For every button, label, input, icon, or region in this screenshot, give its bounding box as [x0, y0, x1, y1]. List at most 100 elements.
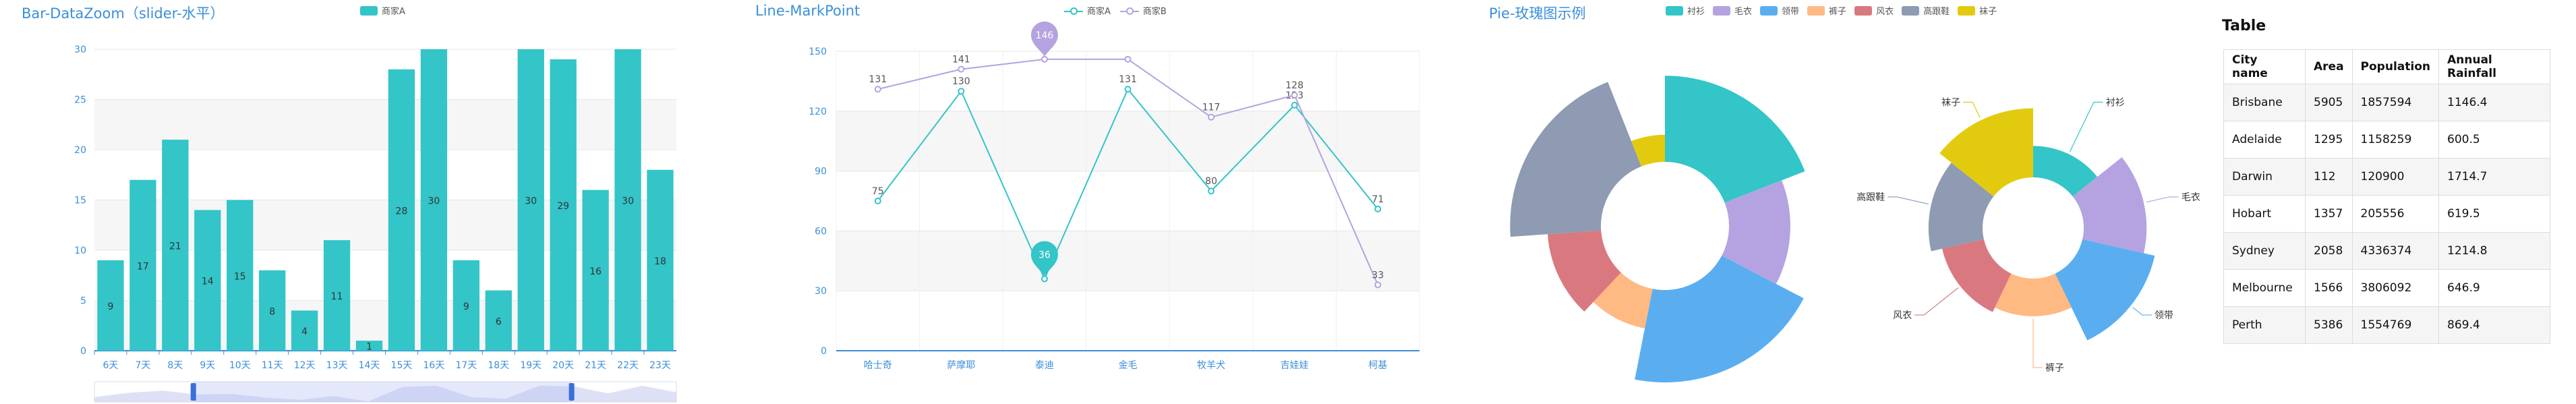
x-tick-label: 19天: [520, 360, 541, 371]
cell-population: 3806092: [2351, 269, 2440, 307]
legend-item-shirt[interactable]: 衬衫: [1666, 4, 1705, 17]
legend-label: 毛衣: [1734, 7, 1753, 17]
slice-label-line: [1963, 101, 1981, 118]
bar-chart-title: Bar-DataZoom（slider-水平）: [22, 5, 225, 22]
legend-label: 高跟鞋: [1923, 7, 1950, 17]
bar-chart-legend[interactable]: 商家A: [360, 4, 405, 17]
x-tick-label: 哈士奇: [864, 359, 892, 371]
bar: [420, 49, 448, 351]
markpoint-pin: [1030, 21, 1058, 57]
legend-label: 裤子: [1829, 7, 1847, 17]
cell-city: Brisbane: [2223, 84, 2306, 121]
pie-chart-legend[interactable]: 衬衫 毛衣 领带 裤子 风衣 高跟鞋 袜子: [1666, 4, 1997, 17]
header-population: Population: [2351, 49, 2440, 84]
slice-label-line: [1914, 287, 1959, 316]
cell-rainfall: 1146.4: [2438, 84, 2550, 121]
rose-slice: [1942, 239, 2012, 312]
legend-swatch: [1760, 5, 1778, 16]
table-row: Adelaide 1295 1158259 600.5: [2223, 121, 2550, 158]
cell-rainfall: 619.5: [2438, 195, 2550, 233]
rose-slice: [1722, 180, 1790, 284]
bar-data-label: 4: [301, 326, 308, 337]
legend-item-pants[interactable]: 裤子: [1807, 4, 1846, 17]
x-tick-label: 16天: [423, 360, 445, 371]
bar: [162, 140, 189, 351]
legend-label: 衬衫: [1687, 7, 1705, 17]
slice-label: 衬衫: [2106, 97, 2125, 108]
table-row: Melbourne 1566 3806092 646.9: [2223, 269, 2550, 307]
x-tick-label: 牧羊犬: [1197, 360, 1225, 371]
legend-item-shop-b[interactable]: 商家B: [1119, 4, 1167, 17]
cell-population: 1857594: [2351, 84, 2440, 121]
legend-item-sweater[interactable]: 毛衣: [1713, 4, 1752, 17]
data-point: [1291, 101, 1298, 109]
y-tick-label: 30: [815, 286, 827, 297]
x-tick-label: 泰迪: [1035, 360, 1054, 371]
legend-label: 袜子: [1979, 7, 1997, 17]
legend-item-heels[interactable]: 高跟鞋: [1902, 4, 1950, 17]
cell-city: Darwin: [2223, 158, 2306, 196]
data-label: 128: [1285, 80, 1304, 91]
cell-population: 1554769: [2351, 306, 2440, 344]
bar-data-label: 18: [654, 256, 666, 267]
bar-data-label: 8: [269, 306, 275, 317]
header-area: Area: [2305, 49, 2353, 84]
data-label: 130: [952, 76, 970, 87]
legend-label: 商家B: [1142, 7, 1167, 17]
data-point: [874, 86, 881, 93]
cell-population: 4336374: [2351, 232, 2440, 270]
table-row: Hobart 1357 205556 619.5: [2223, 195, 2550, 233]
datazoom-handle-right: [568, 383, 575, 401]
legend-swatch: [1854, 5, 1873, 16]
bar: [647, 169, 674, 351]
markpoint-label: 36: [1038, 250, 1051, 260]
legend-item-coat[interactable]: 风衣: [1854, 4, 1894, 17]
x-tick-label: 23天: [649, 360, 671, 371]
bar: [97, 260, 124, 351]
data-point: [958, 65, 965, 73]
y-tick-label: 20: [74, 145, 86, 156]
x-tick-label: 9天: [200, 360, 215, 371]
x-tick-label: 8天: [167, 360, 183, 371]
table-header-row: City name Area Population Annual Rainfal…: [2223, 49, 2550, 84]
bar: [291, 310, 318, 351]
cell-rainfall: 646.9: [2438, 269, 2550, 307]
cell-area: 2058: [2305, 232, 2353, 270]
line-chart-legend[interactable]: 商家A 商家B: [1064, 4, 1167, 17]
cell-population: 1158259: [2351, 121, 2440, 158]
grid-band: [836, 231, 1419, 291]
table-row: Sydney 2058 4336374 1214.8: [2223, 232, 2550, 270]
markpoint: 146: [1030, 21, 1058, 57]
legend-item-shop-a[interactable]: 商家A: [1064, 4, 1111, 17]
cell-city: Adelaide: [2223, 121, 2306, 158]
y-tick-label: 0: [821, 346, 827, 357]
x-tick-label: 7天: [135, 360, 150, 371]
legend-item-shop-a[interactable]: 商家A: [360, 4, 405, 17]
x-tick-label: 18天: [488, 360, 509, 371]
bar-data-label: 30: [525, 196, 537, 207]
slice-label: 风衣: [1893, 310, 1912, 321]
bar: [614, 49, 641, 351]
rose-slice: [1593, 272, 1653, 328]
bar: [452, 260, 480, 351]
table-row: Darwin 112 120900 1714.7: [2223, 158, 2550, 196]
data-point: [1208, 113, 1215, 121]
legend-item-tie[interactable]: 领带: [1760, 4, 1799, 17]
bar: [323, 240, 351, 351]
data-point: [958, 88, 965, 95]
x-tick-label: 14天: [359, 360, 380, 371]
bar: [388, 69, 415, 351]
bar-data-label: 6: [496, 316, 502, 327]
legend-item-socks[interactable]: 袜子: [1958, 4, 1997, 17]
bar: [582, 190, 609, 351]
x-tick-label: 21天: [585, 360, 606, 371]
x-tick-label: 吉娃娃: [1281, 360, 1309, 371]
bar-data-label: 9: [108, 301, 114, 312]
cell-area: 1566: [2305, 269, 2353, 307]
bar: [355, 341, 383, 351]
y-tick-label: 25: [74, 95, 86, 106]
cell-rainfall: 1714.7: [2438, 158, 2550, 196]
cell-city: Melbourne: [2223, 269, 2306, 307]
cell-city: Sydney: [2223, 232, 2306, 270]
x-tick-label: 12天: [294, 360, 316, 371]
